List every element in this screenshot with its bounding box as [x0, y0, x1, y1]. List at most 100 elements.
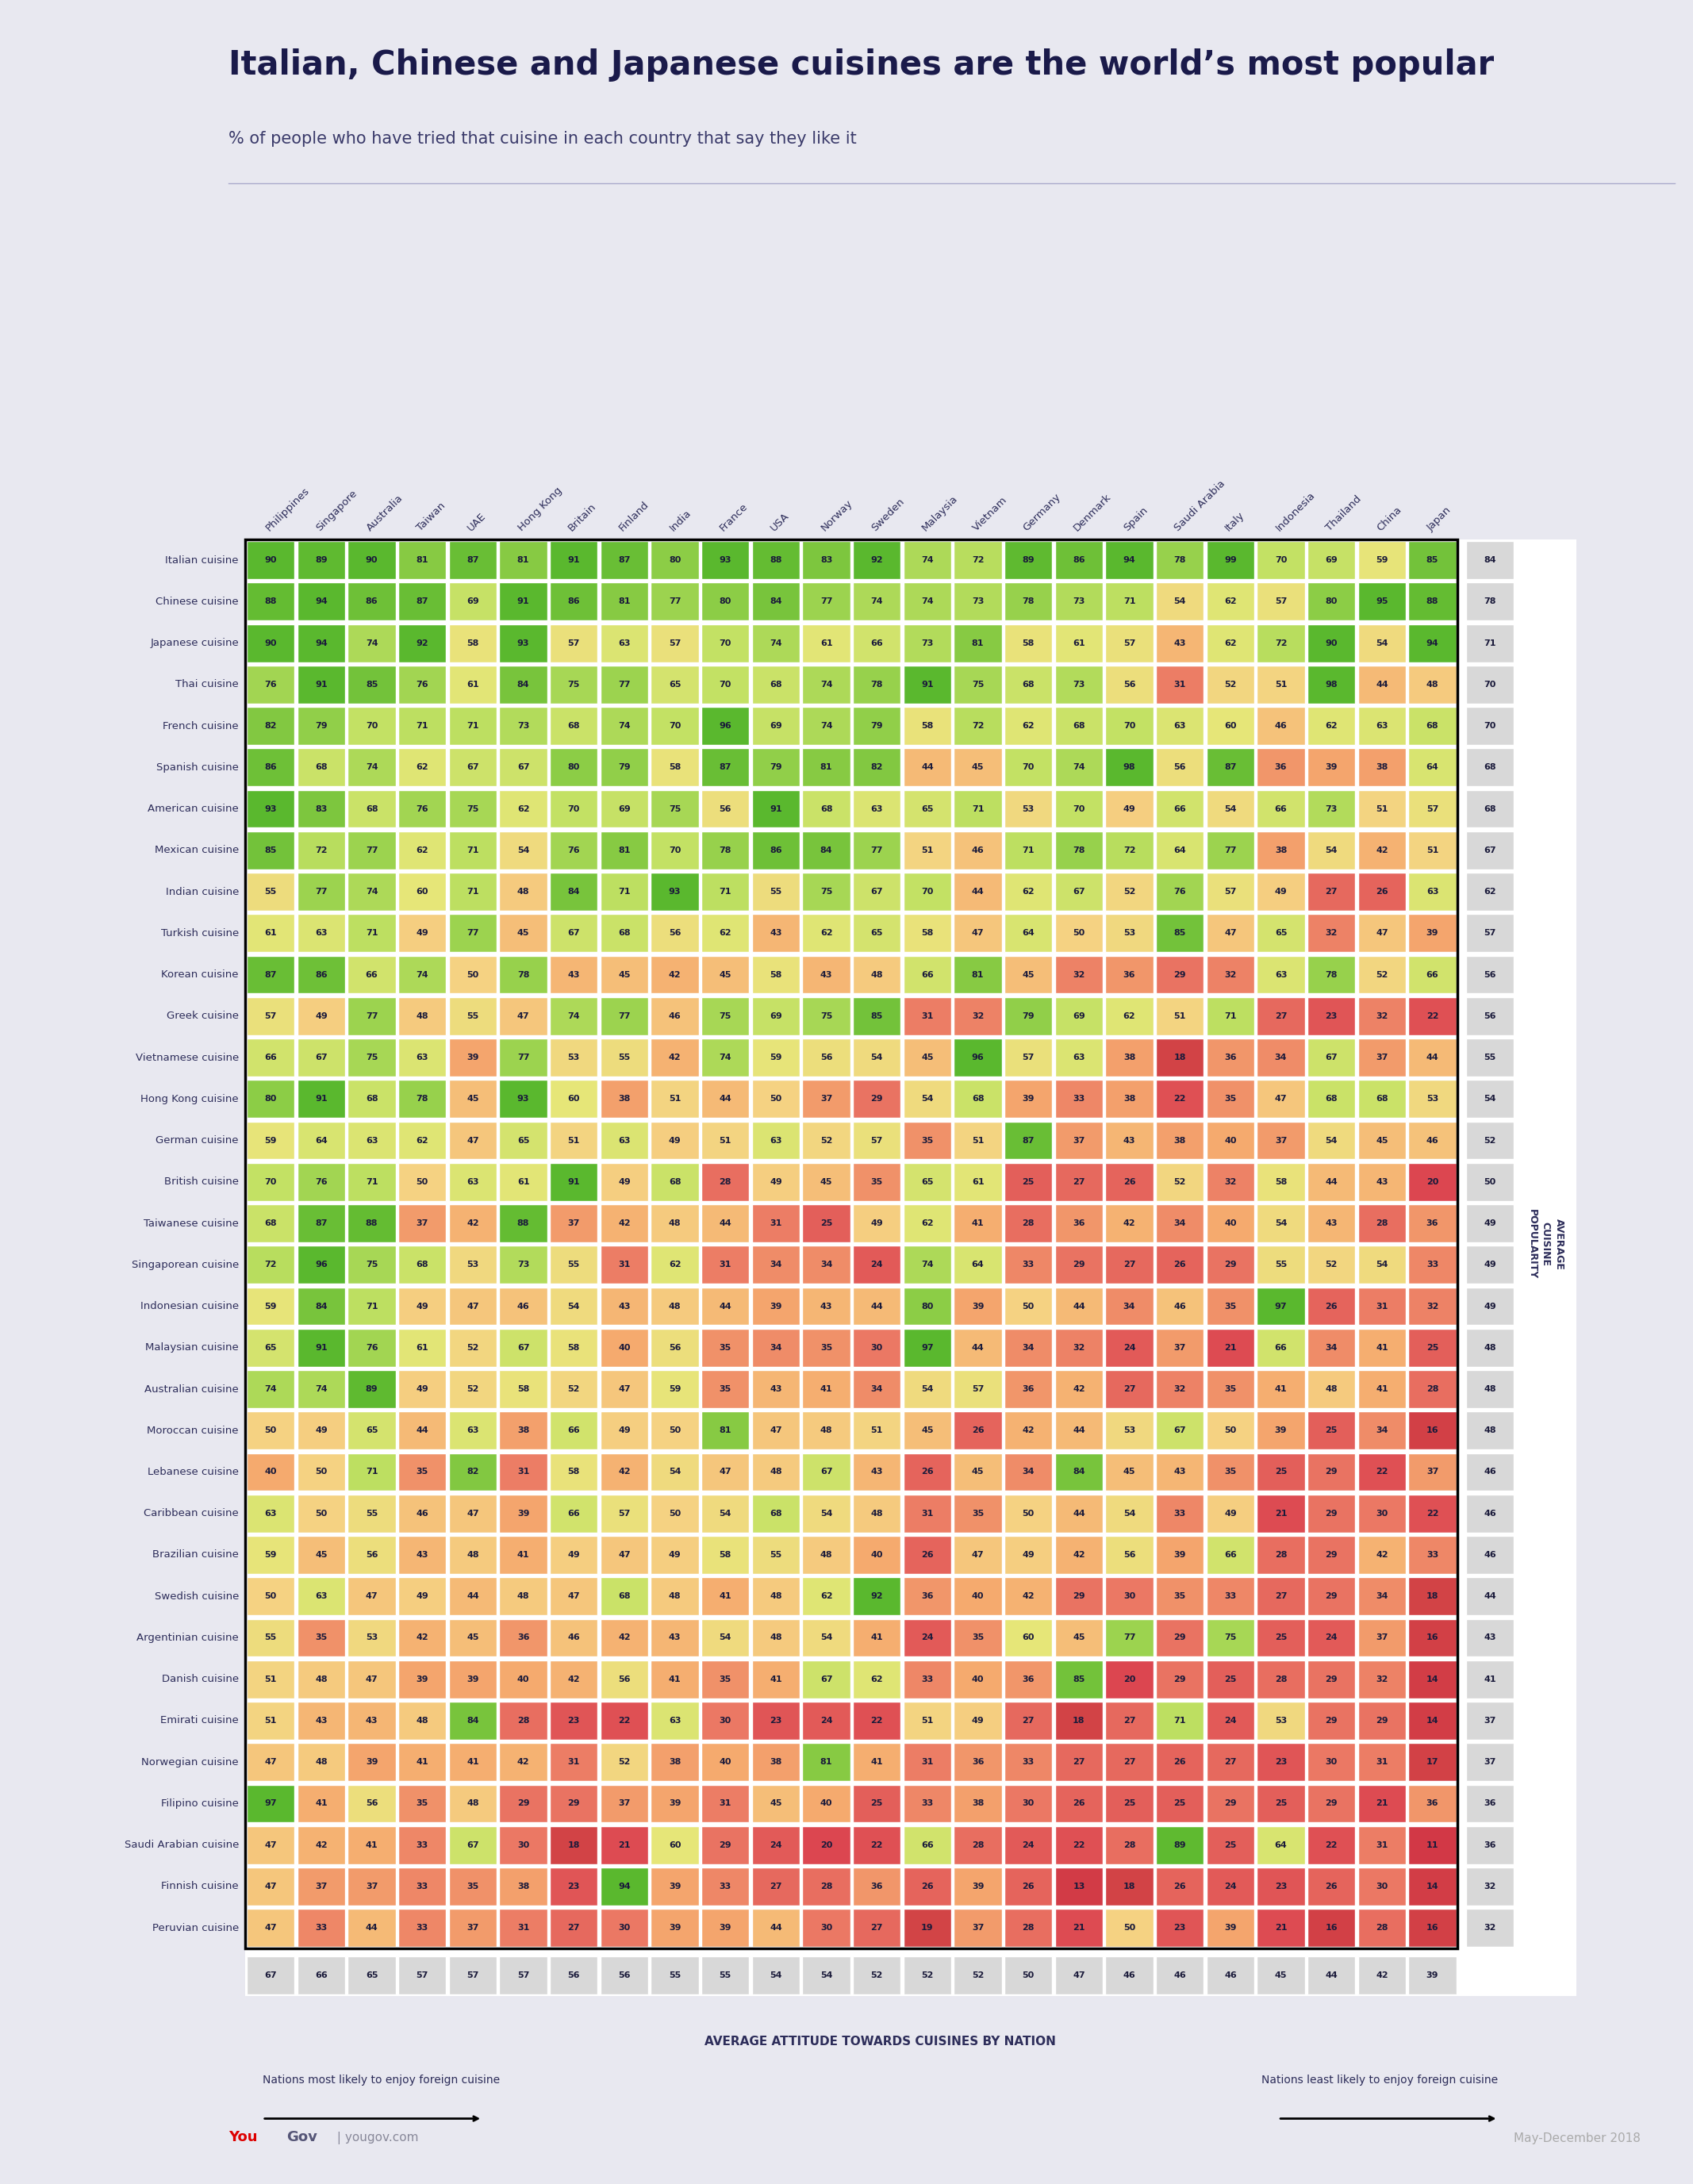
- Text: 44: 44: [1376, 681, 1388, 688]
- Text: 44: 44: [921, 764, 933, 771]
- Bar: [1409, 1867, 1456, 1904]
- Text: 42: 42: [1023, 1426, 1034, 1435]
- Bar: [752, 791, 799, 828]
- Text: 52: 52: [1483, 1136, 1497, 1144]
- Bar: [298, 1535, 345, 1575]
- Text: 28: 28: [1426, 1385, 1439, 1393]
- Bar: [550, 1867, 598, 1904]
- Bar: [1409, 791, 1456, 828]
- Text: 46: 46: [516, 1302, 530, 1310]
- Bar: [1256, 1909, 1305, 1946]
- Bar: [1358, 1162, 1405, 1201]
- Bar: [347, 1040, 396, 1077]
- Text: 50: 50: [416, 1177, 428, 1186]
- Bar: [601, 874, 648, 911]
- Bar: [853, 915, 901, 952]
- Text: You: You: [229, 2129, 257, 2145]
- Text: 24: 24: [1224, 1717, 1236, 1725]
- Text: 63: 63: [1275, 970, 1287, 978]
- Text: 40: 40: [264, 1468, 278, 1476]
- Bar: [449, 1957, 496, 1994]
- Text: 66: 66: [1275, 806, 1287, 812]
- Bar: [802, 1286, 850, 1326]
- Text: 86: 86: [264, 764, 278, 771]
- Text: 31: 31: [720, 1260, 731, 1269]
- Text: 74: 74: [315, 1385, 327, 1393]
- Bar: [650, 874, 699, 911]
- Text: 97: 97: [1275, 1302, 1287, 1310]
- Bar: [802, 1743, 850, 1782]
- Text: 29: 29: [567, 1800, 581, 1808]
- Text: 33: 33: [921, 1675, 933, 1684]
- Text: 77: 77: [315, 887, 327, 895]
- Bar: [1409, 708, 1456, 745]
- Text: 71: 71: [1173, 1717, 1187, 1725]
- Bar: [1256, 1701, 1305, 1741]
- Text: 25: 25: [1275, 1634, 1287, 1642]
- Bar: [701, 998, 750, 1035]
- Bar: [398, 874, 447, 911]
- Bar: [1055, 749, 1102, 786]
- Text: 88: 88: [770, 557, 782, 563]
- Text: 49: 49: [1224, 1509, 1236, 1518]
- Bar: [1256, 832, 1305, 869]
- Bar: [802, 583, 850, 620]
- Bar: [601, 749, 648, 786]
- Text: 21: 21: [1224, 1343, 1236, 1352]
- Bar: [347, 1867, 396, 1904]
- Bar: [347, 666, 396, 703]
- Text: 56: 56: [1122, 681, 1136, 688]
- Text: 31: 31: [770, 1219, 782, 1227]
- Bar: [499, 1909, 547, 1946]
- Text: 49: 49: [669, 1551, 681, 1559]
- Bar: [853, 1040, 901, 1077]
- Bar: [1055, 1369, 1102, 1409]
- Bar: [1106, 832, 1153, 869]
- Text: 39: 39: [669, 1883, 681, 1891]
- Text: 62: 62: [516, 806, 530, 812]
- Text: 37: 37: [567, 1219, 581, 1227]
- Bar: [499, 957, 547, 994]
- Bar: [802, 1203, 850, 1243]
- Bar: [650, 1162, 699, 1201]
- Text: 63: 63: [264, 1509, 278, 1518]
- Bar: [853, 1909, 901, 1946]
- Bar: [550, 1328, 598, 1367]
- Text: 81: 81: [516, 557, 530, 563]
- Bar: [1207, 1618, 1255, 1658]
- Text: 42: 42: [1376, 847, 1388, 854]
- Bar: [601, 791, 648, 828]
- Bar: [1055, 1081, 1102, 1118]
- Text: 93: 93: [516, 640, 530, 646]
- Bar: [1106, 1452, 1153, 1492]
- Text: Italian, Chinese and Japanese cuisines are the world’s most popular: Italian, Chinese and Japanese cuisines a…: [229, 48, 1493, 81]
- Bar: [853, 1162, 901, 1201]
- Bar: [550, 1494, 598, 1533]
- Bar: [650, 1203, 699, 1243]
- Text: 49: 49: [315, 1426, 327, 1435]
- Text: 44: 44: [1073, 1509, 1085, 1518]
- Bar: [298, 1081, 345, 1118]
- Bar: [1409, 1452, 1456, 1492]
- Bar: [550, 791, 598, 828]
- Text: 46: 46: [1224, 1972, 1236, 1979]
- Text: Germany: Germany: [1021, 491, 1063, 533]
- Text: Indonesian cuisine: Indonesian cuisine: [141, 1302, 239, 1310]
- Bar: [953, 1245, 1002, 1284]
- Bar: [650, 1494, 699, 1533]
- Bar: [550, 1245, 598, 1284]
- Bar: [650, 1328, 699, 1367]
- Text: 69: 69: [618, 806, 630, 812]
- Bar: [1106, 1040, 1153, 1077]
- Bar: [601, 1743, 648, 1782]
- Text: 31: 31: [921, 1758, 933, 1767]
- Bar: [1207, 1909, 1255, 1946]
- Text: 26: 26: [1376, 887, 1388, 895]
- Bar: [1207, 1411, 1255, 1450]
- Text: 51: 51: [1376, 806, 1388, 812]
- Text: 94: 94: [1426, 640, 1439, 646]
- Text: 38: 38: [1275, 847, 1287, 854]
- Text: 16: 16: [1426, 1924, 1439, 1933]
- Text: 35: 35: [1224, 1468, 1236, 1476]
- Text: 71: 71: [467, 723, 479, 729]
